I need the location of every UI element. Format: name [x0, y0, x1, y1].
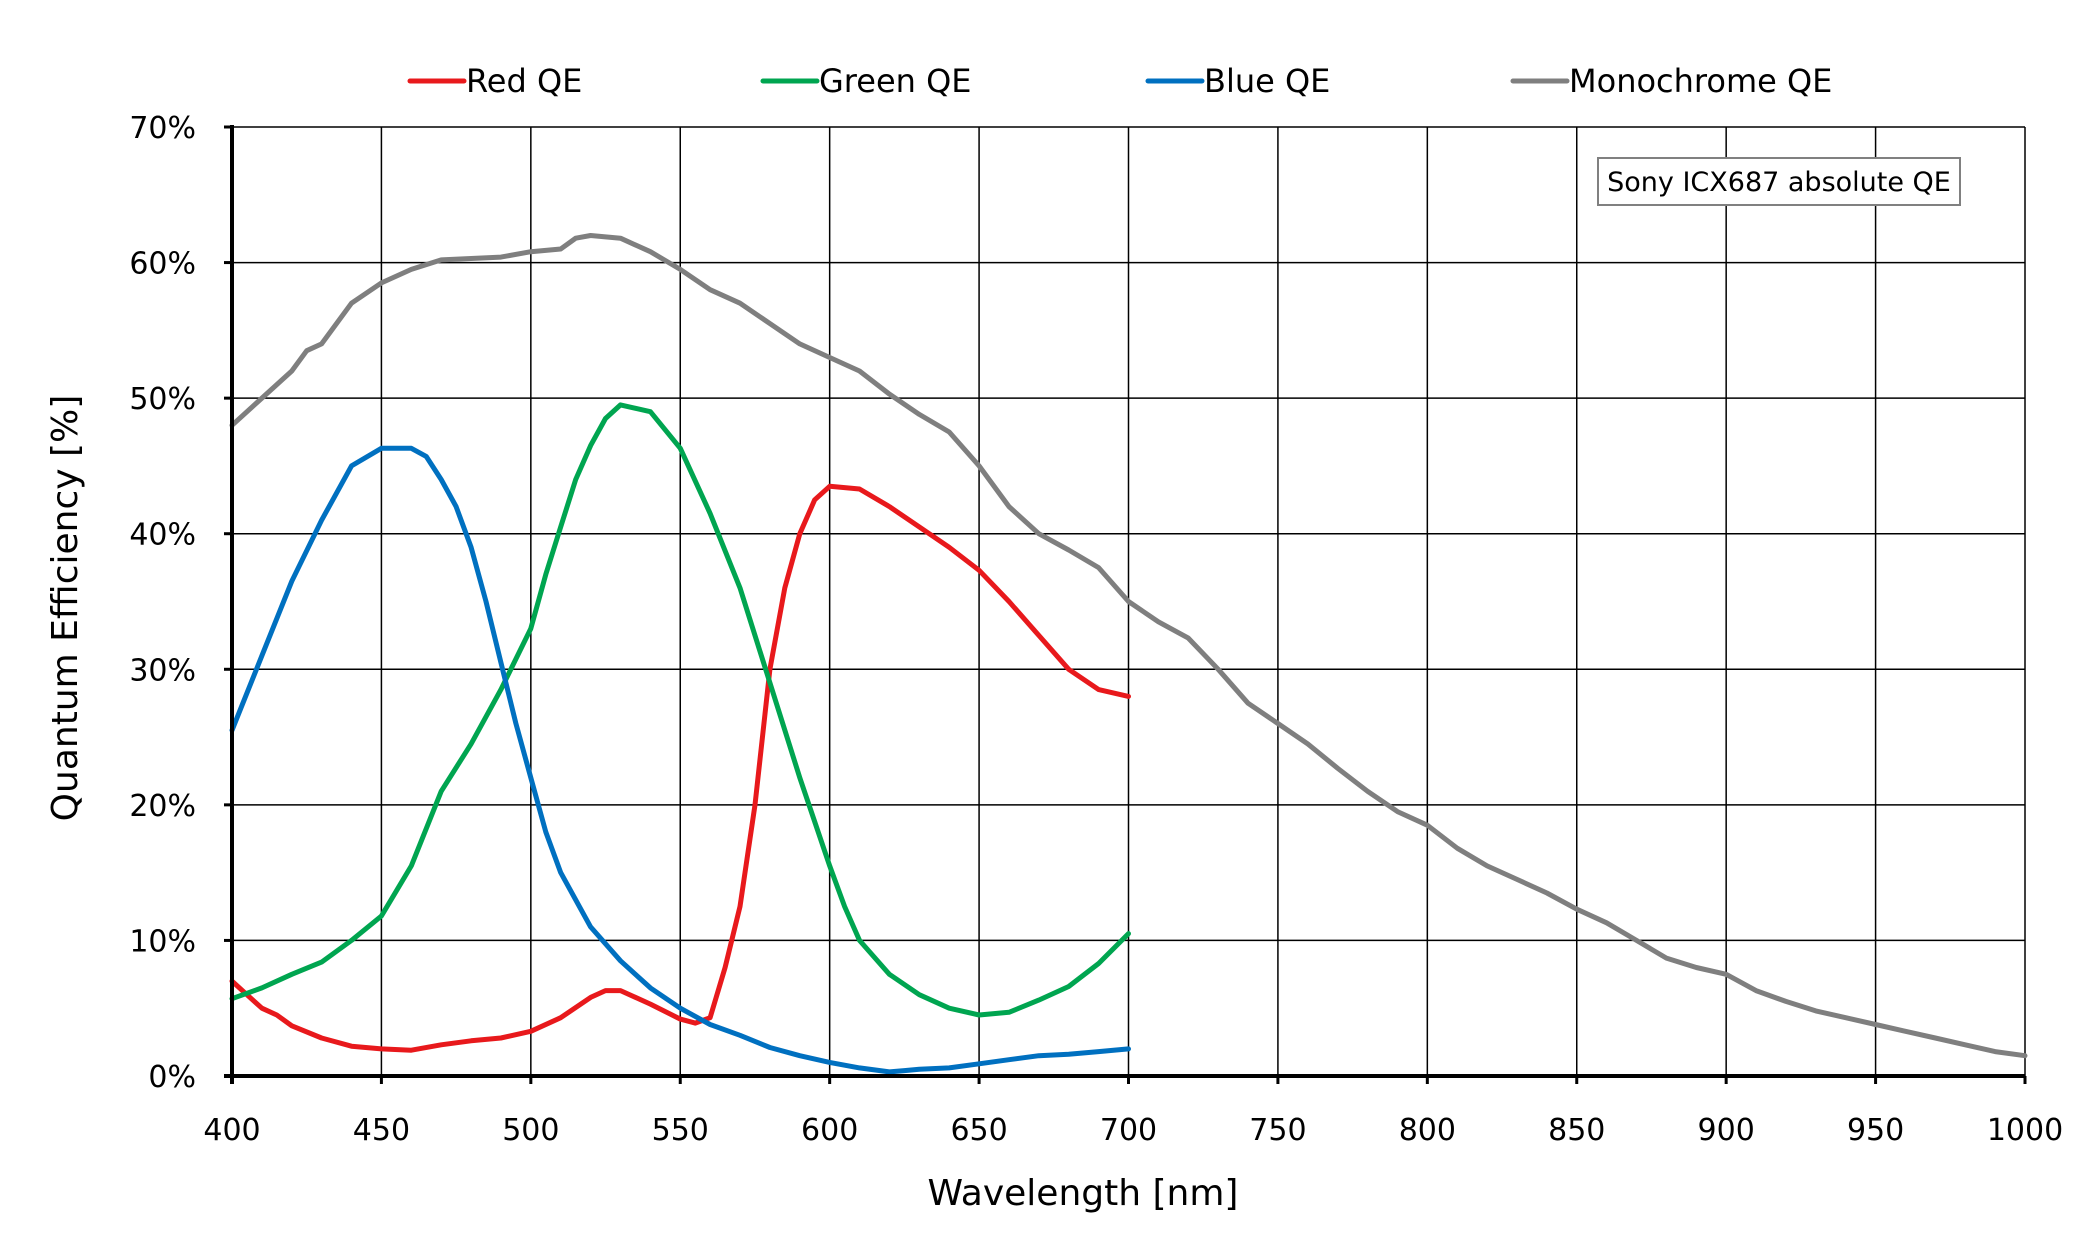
- series-line-0: [229, 483, 1131, 1053]
- legend-label-3: Monochrome QE: [1569, 62, 1832, 100]
- x-tick-label: 950: [1847, 1113, 1904, 1148]
- y-tick-label: 0%: [148, 1060, 196, 1095]
- y-tick-label: 40%: [129, 518, 196, 553]
- series-line-2: [229, 445, 1131, 1075]
- series-lines: [229, 233, 2028, 1075]
- x-tick-label: 850: [1548, 1113, 1605, 1148]
- legend: Red QE Green QE Blue QE Monochrome QE: [407, 62, 1832, 100]
- axes: [224, 125, 2027, 1084]
- x-tick-label: 400: [203, 1113, 260, 1148]
- legend-label-0: Red QE: [466, 62, 582, 100]
- x-tick-label: 700: [1100, 1113, 1157, 1148]
- x-tick-label: 600: [801, 1113, 858, 1148]
- grid-lines: [232, 126, 2026, 1076]
- y-tick-label: 50%: [129, 382, 196, 417]
- y-tick-label: 60%: [129, 247, 196, 282]
- y-tick-label: 20%: [129, 789, 196, 824]
- legend-label-2: Blue QE: [1204, 62, 1330, 100]
- series-line-3: [229, 233, 2028, 1059]
- legend-label-1: Green QE: [819, 62, 971, 100]
- x-tick-label: 450: [353, 1113, 410, 1148]
- x-tick-label: 900: [1698, 1113, 1755, 1148]
- x-tick-label: 800: [1399, 1113, 1456, 1148]
- x-tick-label: 750: [1249, 1113, 1306, 1148]
- series-line-1: [229, 402, 1131, 1018]
- y-tick-label: 10%: [129, 924, 196, 959]
- x-tick-label: 1000: [1987, 1113, 2063, 1148]
- y-axis-label: Quantum Efficiency [%]: [45, 395, 86, 822]
- annotation-box: Sony ICX687 absolute QE: [1597, 157, 1961, 206]
- x-axis-label: Wavelength [nm]: [928, 1173, 1239, 1214]
- x-tick-label: 650: [950, 1113, 1007, 1148]
- y-tick-label: 70%: [129, 111, 196, 146]
- x-tick-label: 550: [652, 1113, 709, 1148]
- y-tick-label: 30%: [129, 653, 196, 688]
- annotation-text: Sony ICX687 absolute QE: [1607, 167, 1951, 198]
- x-tick-label: 500: [502, 1113, 559, 1148]
- tick-labels: 400 450 500 550 600 650 700 750 800 850 900 950 1000…: [129, 111, 2063, 1148]
